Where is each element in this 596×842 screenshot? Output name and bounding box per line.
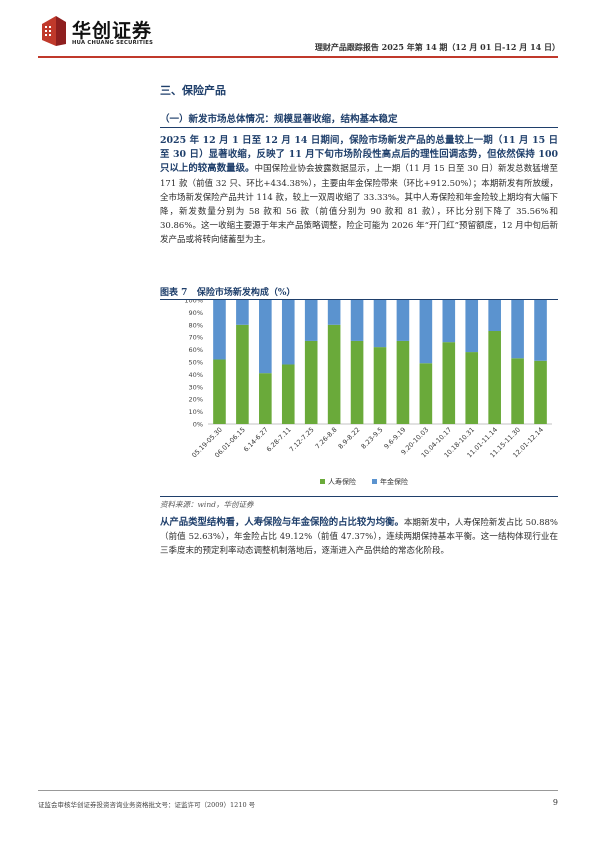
- legend-swatch-annuity: [372, 479, 377, 484]
- page-number: 9: [552, 798, 558, 807]
- section-title: 三、保险产品: [160, 84, 226, 97]
- insurance-composition-chart: 0% 10% 20% 30% 40% 50% 60% 70% 80% 90% 100% 05.19-0…: [160, 297, 558, 500]
- figure-title: 图表 7 保险市场新发构成（%）: [160, 285, 295, 298]
- bar-annuity-insurance: [259, 300, 272, 374]
- y-tick-label: 90%: [189, 309, 203, 317]
- bar-annuity-insurance: [419, 300, 433, 364]
- bar-annuity-insurance: [304, 300, 318, 341]
- bar-annuity-insurance: [281, 300, 295, 365]
- bar-life-insurance: [534, 360, 547, 424]
- company-logo-icon: [42, 16, 66, 46]
- paragraph-lead: 2025 年 12 月 1 日至 12 月 14 日期间，保险市场新发产品的总量…: [160, 135, 558, 175]
- bar-annuity-insurance: [350, 300, 364, 341]
- bar-life-insurance: [442, 342, 456, 424]
- bar-life-insurance: [465, 352, 479, 424]
- bar-annuity-insurance: [236, 300, 249, 325]
- bar-life-insurance: [327, 324, 341, 424]
- bar-life-insurance: [488, 331, 501, 424]
- figure-top-divider: [160, 299, 558, 300]
- bar-annuity-insurance: [396, 300, 410, 341]
- page-header: 华创证券 HUA CHUANG SECURITIES 理财产品跟踪报告 2025…: [0, 0, 596, 64]
- x-tick-label: 7.26-8.8: [314, 426, 339, 451]
- x-tick-label: 8.9-8.22: [337, 426, 362, 451]
- header-divider: [38, 56, 558, 58]
- x-tick-label: 8.23-9.5: [360, 426, 385, 451]
- legend-label: 年金保险: [380, 477, 408, 486]
- paragraph-lead: 从产品类型结构看，人寿保险与年金保险的占比较为均衡。: [160, 517, 404, 528]
- legend-label: 人寿保险: [328, 477, 356, 486]
- y-tick-label: 50%: [189, 359, 203, 367]
- bar-life-insurance: [304, 340, 318, 424]
- y-tick-label: 100%: [184, 300, 203, 305]
- bar-life-insurance: [419, 363, 433, 424]
- x-tick-label: 7.12-7.25: [288, 426, 316, 454]
- bar-life-insurance: [236, 324, 249, 424]
- bar-life-insurance: [373, 347, 387, 424]
- subsection-divider: [160, 127, 558, 128]
- y-tick-label: 0%: [193, 421, 203, 429]
- y-tick-label: 30%: [189, 383, 203, 391]
- bar-life-insurance: [259, 373, 272, 424]
- paragraph-product-structure: 从产品类型结构看，人寿保险与年金保险的占比较为均衡。本期新发中，人寿保险新发占比…: [160, 516, 558, 559]
- logo-chinese-name: 华创证券: [72, 20, 153, 42]
- figure-label: 图表 7: [160, 288, 188, 298]
- y-tick-label: 60%: [189, 346, 203, 354]
- subsection-title: （一）新发市场总体情况：规模显著收缩，结构基本稳定: [160, 114, 398, 125]
- bar-life-insurance: [213, 359, 226, 424]
- paragraph-body: 本期新发中，人寿保险新发占比 50.88%（前值 52.63%），年金险占比 4…: [160, 518, 558, 557]
- paragraph-market-overview: 2025 年 12 月 1 日至 12 月 14 日期间，保险市场新发产品的总量…: [160, 134, 558, 248]
- footer-license: 证监会审核华创证券投资咨询业务资格批文号：证监许可（2009）1210 号: [38, 801, 256, 809]
- paragraph-body: 中国保险业协会披露数据显示，上一期（11 月 15 日至 30 日）新发总数猛增…: [160, 164, 558, 246]
- report-title: 理财产品跟踪报告 2025 年第 14 期（12 月 01 日-12 月 14 …: [314, 42, 560, 52]
- bar-life-insurance: [511, 358, 524, 424]
- bar-annuity-insurance: [327, 300, 341, 325]
- bar-annuity-insurance: [511, 300, 524, 359]
- bar-life-insurance: [396, 340, 410, 424]
- stacked-bar-chart: 0%10%20%30%40%50%60%70%80%90%100%05.19-0…: [184, 297, 552, 486]
- footer-divider: [38, 790, 558, 791]
- y-tick-label: 80%: [189, 321, 203, 329]
- figure-source: 资料来源：wind，华创证券: [160, 500, 254, 509]
- bar-annuity-insurance: [534, 300, 547, 361]
- bar-life-insurance: [350, 340, 364, 424]
- y-tick-label: 40%: [189, 371, 203, 379]
- bar-annuity-insurance: [373, 300, 387, 348]
- bar-annuity-insurance: [442, 300, 456, 343]
- y-tick-label: 70%: [189, 334, 203, 342]
- bar-annuity-insurance: [488, 300, 501, 331]
- bar-life-insurance: [281, 364, 295, 424]
- bar-annuity-insurance: [213, 300, 226, 360]
- legend-swatch-life: [320, 479, 325, 484]
- figure-bottom-divider: [160, 496, 558, 497]
- y-tick-label: 20%: [189, 396, 203, 404]
- logo-english-name: HUA CHUANG SECURITIES: [72, 40, 154, 46]
- bar-annuity-insurance: [465, 300, 479, 353]
- figure-caption: 保险市场新发构成（%）: [196, 288, 296, 298]
- y-tick-label: 10%: [189, 408, 203, 416]
